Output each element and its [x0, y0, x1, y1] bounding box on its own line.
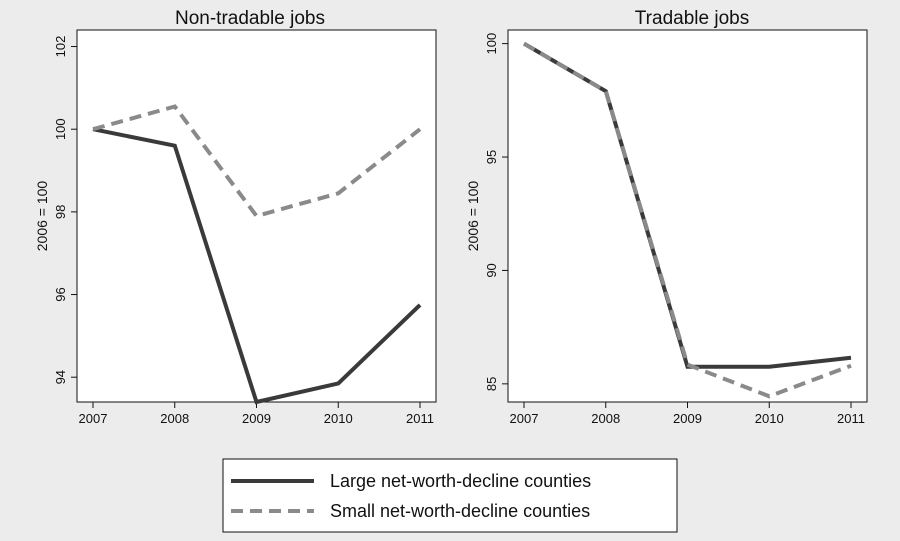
series-line-small [522, 41, 852, 399]
legend-box [222, 458, 678, 533]
x-tick-label: 2011 [406, 411, 434, 426]
plot-area [507, 29, 868, 403]
y-tick-label: 94 [53, 370, 68, 384]
y-tick-label: 102 [53, 36, 68, 58]
x-tick-label: 2010 [755, 411, 784, 426]
x-axis: 2007 2008 2009 2010 2011 [510, 402, 865, 426]
y-axis-title: 2006 = 100 [34, 181, 50, 252]
plot-area [76, 29, 437, 403]
x-tick-label: 2007 [510, 411, 539, 426]
x-tick-label: 2008 [591, 411, 620, 426]
y-tick-label: 90 [484, 263, 499, 277]
legend: Large net-worth-decline counties Small n… [222, 458, 678, 533]
y-tick-label: 96 [53, 287, 68, 301]
y-tick-label: 100 [53, 118, 68, 140]
x-tick-label: 2009 [673, 411, 702, 426]
legend-label-large: Large net-worth-decline counties [330, 471, 591, 491]
panel-title: Tradable jobs [635, 8, 749, 29]
panel-non-tradable: Non-tradable jobs 2006 = 100 2007 2008 200… [34, 8, 437, 426]
series-group [92, 104, 422, 405]
y-axis: 85 90 95 100 [484, 33, 508, 391]
y-tick-label: 95 [484, 150, 499, 164]
x-tick-label: 2009 [242, 411, 271, 426]
y-tick-label: 85 [484, 377, 499, 391]
panel-tradable: Tradable jobs 2006 = 100 2007 2008 2009 201… [465, 8, 868, 426]
y-axis-title: 2006 = 100 [465, 181, 481, 252]
x-tick-label: 2007 [79, 411, 108, 426]
x-tick-label: 2008 [160, 411, 189, 426]
x-tick-label: 2011 [837, 411, 865, 426]
y-tick-label: 100 [484, 33, 499, 55]
legend-label-small: Small net-worth-decline counties [330, 501, 590, 521]
series-group [522, 41, 852, 399]
x-tick-label: 2010 [324, 411, 353, 426]
x-axis: 2007 2008 2009 2010 2011 [79, 402, 434, 426]
panel-title: Non-tradable jobs [175, 8, 325, 29]
series-line-large [92, 127, 422, 405]
y-axis: 94 96 98 100 102 [53, 36, 77, 384]
y-tick-label: 98 [53, 205, 68, 219]
